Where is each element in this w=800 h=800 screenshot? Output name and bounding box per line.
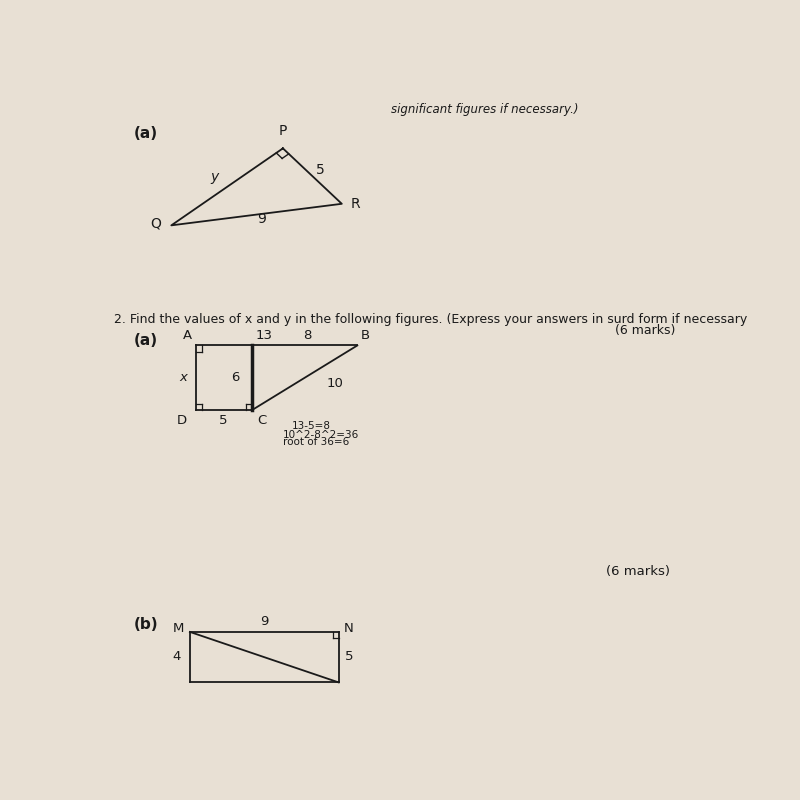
Text: A: A [182,330,192,342]
Text: 4: 4 [172,650,181,663]
Text: D: D [177,414,187,427]
Text: 5: 5 [345,650,354,663]
Text: 10^2-8^2=36: 10^2-8^2=36 [283,430,359,440]
Text: 9: 9 [257,212,266,226]
Text: (6 marks): (6 marks) [615,324,676,337]
Text: 10: 10 [326,377,343,390]
Text: y: y [210,170,219,184]
Text: (a): (a) [134,126,158,141]
Text: C: C [257,414,266,427]
Text: (b): (b) [134,617,158,631]
Text: 13: 13 [256,329,273,342]
Text: (6 marks): (6 marks) [606,566,670,578]
Text: R: R [351,198,361,211]
Text: x: x [179,371,187,384]
Text: 5: 5 [218,414,227,427]
Text: 8: 8 [303,329,312,342]
Text: 5: 5 [316,163,325,177]
Text: root of 36=6: root of 36=6 [283,438,349,447]
Text: B: B [360,330,370,342]
Text: 2. Find the values of x and y in the following figures. (Express your answers in: 2. Find the values of x and y in the fol… [114,313,747,326]
Text: Q: Q [150,217,161,230]
Text: 13-5=8: 13-5=8 [292,422,331,431]
Text: 6: 6 [231,371,239,384]
Text: N: N [344,622,354,635]
Text: 9: 9 [260,615,269,628]
Text: M: M [173,622,184,635]
Text: significant figures if necessary.): significant figures if necessary.) [390,103,578,116]
Text: (a): (a) [134,333,158,348]
Text: P: P [278,124,287,138]
